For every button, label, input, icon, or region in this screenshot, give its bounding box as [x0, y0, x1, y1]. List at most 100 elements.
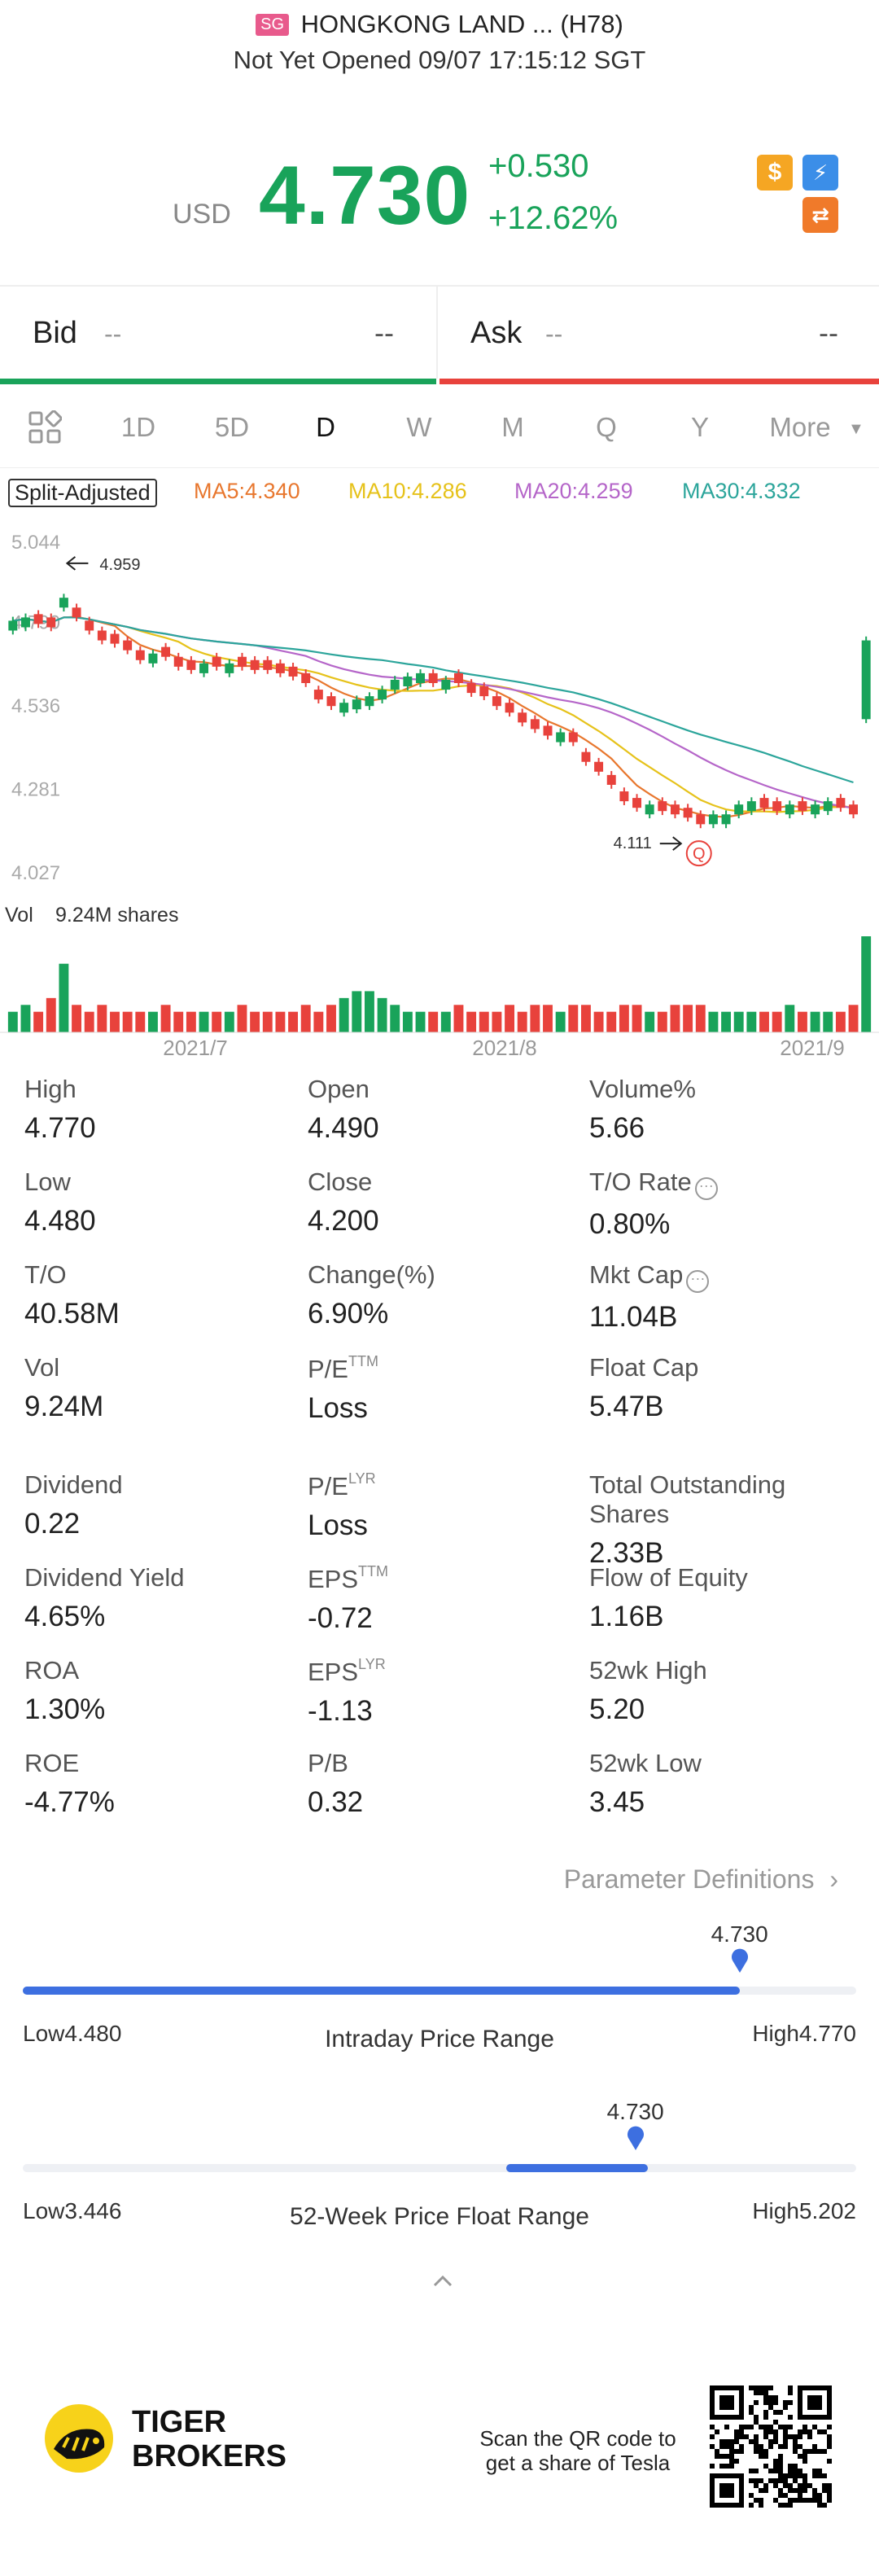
volume-bar [402, 1011, 413, 1032]
qr-module [817, 2473, 822, 2478]
qr-module [768, 2444, 773, 2449]
ask-section[interactable]: Ask -- -- [440, 287, 879, 384]
qr-module [710, 2425, 715, 2429]
qr-code[interactable] [710, 2385, 832, 2508]
stats-grid: High 4.770 Open 4.490 Volume% 5.66 Low 4.480 Clo… [0, 1075, 879, 1873]
candle-body [556, 732, 566, 743]
stat-label: EPSLYR [308, 1656, 386, 1686]
split-adjusted-toggle[interactable]: Split-Adjusted [8, 479, 157, 507]
qr-module [729, 2464, 734, 2469]
more-info-icon[interactable]: ··· [686, 1270, 710, 1293]
tab-more[interactable]: More [769, 412, 831, 442]
qr-module [798, 2444, 802, 2449]
dollar-icon[interactable]: $ [757, 155, 793, 191]
more-info-icon[interactable]: ··· [694, 1177, 718, 1200]
candle-body [568, 732, 578, 743]
exchange-icon[interactable]: ⇄ [802, 197, 838, 233]
collapse-caret-icon[interactable] [431, 2270, 454, 2293]
qr-module [802, 2473, 807, 2478]
stat-cell: Flow of Equity 1.16B [589, 1563, 866, 1633]
tiger-logo-icon [42, 2402, 116, 2475]
volume-bar [645, 1011, 655, 1032]
candle-body [8, 620, 18, 631]
bid-section[interactable]: Bid -- -- [0, 287, 440, 384]
tab-m[interactable]: M [501, 412, 524, 442]
volume-bar [708, 1011, 719, 1032]
qr-module [802, 2425, 807, 2429]
volume-bar [657, 1011, 667, 1032]
tab-1d[interactable]: 1D [120, 412, 156, 442]
qr-module [724, 2454, 729, 2459]
qr-module [759, 2444, 763, 2449]
candle-body [326, 696, 336, 707]
stat-label: P/ETTM [308, 1353, 378, 1383]
qr-module [739, 2449, 744, 2454]
volume-bar [823, 1011, 833, 1032]
qr-module [763, 2400, 768, 2405]
candle-body [85, 620, 94, 631]
qr-module [778, 2493, 783, 2498]
stat-label: Volume% [589, 1075, 696, 1103]
stat-value: 40.58M [24, 1298, 120, 1330]
bid-bar [0, 379, 436, 384]
qr-module [778, 2444, 783, 2449]
tab-d[interactable]: D [316, 412, 335, 442]
tab-y[interactable]: Y [690, 412, 709, 442]
chart-svg: 5.0444.7904.5364.2814.0274.9594.111QVol9… [0, 532, 879, 1060]
qr-module [763, 2425, 768, 2429]
candle-body [759, 798, 769, 808]
volume-bar [339, 997, 349, 1032]
divider [0, 467, 879, 468]
stat-cell: Change(%) 6.90% [308, 1260, 584, 1330]
flash-icon[interactable]: ⚡ [802, 155, 838, 191]
volume-bar [428, 1011, 439, 1032]
chevron-down-icon[interactable]: ▼ [848, 420, 864, 438]
parameter-definitions-link[interactable]: Parameter Definitions › [564, 1864, 838, 1895]
volume-bar [810, 1011, 820, 1032]
tab-w[interactable]: W [406, 412, 432, 442]
qr-module [798, 2469, 802, 2473]
qr-module [754, 2444, 759, 2449]
x-tick-label: 2021/8 [472, 1036, 537, 1060]
divider [0, 285, 879, 287]
stat-value: 1.30% [24, 1693, 106, 1725]
qr-module [793, 2488, 798, 2493]
volume-bar [84, 1011, 94, 1032]
stat-cell: T/O 40.58M [24, 1260, 301, 1330]
stock-title[interactable]: HONGKONG LAND ... (H78) [300, 10, 623, 38]
volume-bar [160, 1005, 171, 1032]
qr-module [719, 2464, 724, 2469]
tab-5d[interactable]: 5D [214, 412, 250, 442]
qr-module [768, 2400, 773, 2405]
candle-body [46, 617, 56, 628]
stat-value: 5.20 [589, 1693, 645, 1725]
qr-module [793, 2444, 798, 2449]
qr-module [759, 2385, 763, 2390]
volume-bar [390, 1005, 400, 1032]
stat-label: T/O [24, 1260, 67, 1289]
qr-module [754, 2483, 759, 2488]
volume-bar [250, 1011, 260, 1032]
qr-module [773, 2464, 778, 2469]
stat-value: 4.490 [308, 1112, 379, 1144]
candlestick-chart[interactable]: 5.0444.7904.5364.2814.0274.9594.111QVol9… [0, 513, 879, 1067]
qr-module [798, 2429, 802, 2434]
qr-module [798, 2488, 802, 2493]
qr-module [802, 2498, 807, 2503]
stat-label: EPSTTM [308, 1563, 389, 1593]
candle-body [339, 703, 349, 713]
tab-q[interactable]: Q [596, 412, 617, 442]
qr-module [783, 2483, 788, 2488]
qr-module [798, 2473, 802, 2478]
week52-marker-icon [626, 2125, 645, 2155]
layout-grid-icon[interactable] [28, 410, 63, 445]
candle-body [823, 801, 833, 812]
candle-body [632, 798, 642, 808]
scan-text-line-1: Scan the QR code to [479, 2426, 676, 2451]
volume-bar [555, 1011, 566, 1032]
stat-cell: Dividend Yield 4.65% [24, 1563, 301, 1633]
qr-module [827, 2444, 832, 2449]
ma5-label: MA5:4.340 [194, 479, 300, 503]
qr-module [734, 2429, 739, 2434]
qr-module [719, 2454, 724, 2459]
